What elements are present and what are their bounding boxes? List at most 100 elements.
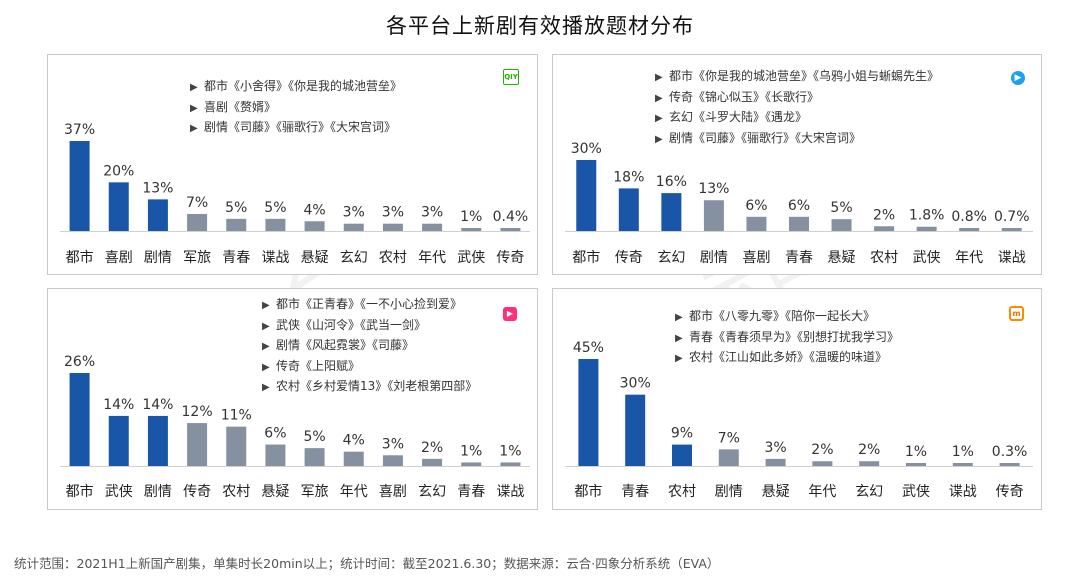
data-label: 18%: [613, 169, 644, 185]
triangle-bullet-icon: ▶: [655, 72, 663, 83]
category-label: 传奇: [996, 483, 1024, 500]
bar-武侠: [461, 228, 482, 231]
data-label: 0.7%: [994, 209, 1030, 225]
category-label: 都市: [574, 483, 602, 500]
data-label: 1%: [905, 444, 927, 460]
data-label: 4%: [303, 202, 325, 218]
data-label: 45%: [573, 340, 604, 356]
data-label: 14%: [142, 397, 173, 413]
youku-logo-icon: ▶: [503, 307, 517, 321]
bar-都市: [69, 373, 90, 466]
bar-年代: [959, 228, 980, 231]
panel-youku: 26% 都市 14% 武侠 14% 剧情 12% 传奇 11% 农村 6% 悬疑 5% 军旅 4% 年代 3% 喜…: [47, 288, 538, 510]
footer-note: 统计范围：2021H1上新国产剧集，单集时长20min以上；统计时间：截至202…: [14, 556, 720, 571]
chart-youku: 26% 都市 14% 武侠 14% 剧情 12% 传奇 11% 农村 6% 悬疑 5% 军旅 4% 年代 3% 喜…: [60, 354, 530, 500]
data-label: 6%: [264, 426, 286, 442]
data-label: 0.4%: [493, 209, 529, 225]
bar-悬疑: [765, 458, 786, 466]
panel-mango: 45% 都市 30% 青春 9% 农村 7% 剧情 3% 悬疑 2% 年代 2% 玄幻 1% 武侠 1% 谍战 0.…: [552, 288, 1042, 510]
panel-notes: ▶ 都市《八零九零》《陪你一起长大》 ▶ 青春《青春须早为》《别想打扰我学习》 ▶ 农…: [675, 307, 899, 369]
category-label: 谍战: [261, 250, 289, 266]
category-label: 都市: [66, 483, 94, 500]
bar-玄幻: [661, 193, 682, 231]
data-label: 3%: [382, 436, 404, 452]
note-line: ▶ 都市《小舍得》《你是我的城池营垒》: [190, 77, 402, 98]
chart-iqiyi: 37% 都市 20% 喜剧 13% 剧情 7% 军旅 5% 青春 5% 谍战 4% 悬疑 3% 玄幻 3% 农村 3…: [60, 122, 530, 266]
triangle-bullet-icon: ▶: [262, 300, 270, 311]
triangle-bullet-icon: ▶: [675, 312, 683, 323]
triangle-bullet-icon: ▶: [190, 123, 198, 134]
note-text: 玄幻《斗罗大陆》《遇龙》: [669, 110, 808, 124]
bar-剧情: [147, 199, 168, 231]
category-label: 农村: [668, 484, 696, 500]
note-line: ▶ 武侠《山河令》《武当一剑》: [262, 316, 477, 337]
triangle-bullet-icon: ▶: [190, 102, 198, 114]
bar-剧情: [147, 415, 168, 466]
category-label: 谍战: [496, 484, 524, 500]
category-label: 传奇: [496, 249, 524, 266]
data-label: 0.8%: [951, 209, 987, 225]
data-label: 30%: [571, 141, 602, 157]
bar-青春: [461, 462, 482, 466]
category-label: 喜剧: [105, 250, 133, 266]
category-label: 传奇: [183, 483, 211, 500]
bar-悬疑: [265, 444, 286, 466]
panel-notes: ▶ 都市《正青春》《一不小心捡到爱》 ▶ 武侠《山河令》《武当一剑》 ▶ 剧情《风起霓…: [262, 295, 477, 398]
category-label: 青春: [785, 250, 813, 266]
bar-传奇: [618, 188, 639, 231]
category-label: 武侠: [457, 250, 485, 266]
bar-谍战: [500, 462, 521, 466]
data-label: 3%: [343, 205, 365, 221]
note-line: ▶ 传奇《上阳赋》: [262, 357, 477, 378]
note-text: 剧情《司藤》《骊歌行》《大宋宫词》: [204, 120, 397, 134]
category-label: 农村: [870, 250, 898, 266]
data-label: 6%: [745, 198, 767, 214]
category-label: 玄幻: [340, 249, 368, 266]
category-label: 玄幻: [657, 249, 685, 266]
category-label: 剧情: [700, 250, 728, 266]
data-label: 6%: [788, 198, 810, 214]
category-label: 喜剧: [379, 484, 407, 500]
triangle-bullet-icon: ▶: [190, 82, 198, 93]
panel-notes: ▶ 都市《你是我的城池营垒》《乌鸦小姐与蜥蜴先生》 ▶ 传奇《锦心似玉》《长歌行》 …: [655, 67, 939, 149]
category-label: 武侠: [105, 484, 133, 500]
triangle-bullet-icon: ▶: [262, 382, 270, 393]
bar-喜剧: [746, 216, 767, 231]
data-label: 1%: [952, 444, 974, 460]
bar-剧情: [718, 449, 739, 466]
data-label: 14%: [103, 397, 134, 413]
page-title: 各平台上新剧有效播放题材分布: [386, 14, 694, 38]
category-label: 剧情: [144, 250, 172, 266]
data-label: 3%: [421, 205, 443, 221]
note-line: ▶ 玄幻《斗罗大陆》《遇龙》: [655, 108, 939, 129]
category-label: 喜剧: [742, 250, 770, 266]
note-line: ▶ 喜剧《赘婿》: [190, 98, 402, 119]
panel-tencent: 30% 都市 18% 传奇 16% 玄幻 13% 剧情 6% 喜剧 6% 青春 5% 悬疑 2% 农村 1.8%…: [552, 54, 1042, 275]
bar-年代: [343, 451, 364, 466]
triangle-bullet-icon: ▶: [262, 320, 270, 332]
category-label: 悬疑: [762, 484, 790, 500]
panel-notes: ▶ 都市《小舍得》《你是我的城池营垒》 ▶ 喜剧《赘婿》 ▶ 剧情《司藤》《骊歌行》《…: [190, 77, 402, 139]
note-text: 都市《小舍得》《你是我的城池营垒》: [204, 79, 403, 93]
note-text: 武侠《山河令》《武当一剑》: [276, 317, 427, 332]
bar-武侠: [108, 415, 129, 466]
data-label: 37%: [64, 122, 95, 138]
data-label: 9%: [671, 426, 693, 442]
data-label: 5%: [225, 200, 247, 216]
category-label: 军旅: [301, 484, 329, 500]
bar-玄幻: [422, 458, 443, 466]
tencent-video-logo-icon: ▶: [1011, 71, 1025, 85]
data-label: 3%: [382, 205, 404, 221]
category-label: 武侠: [902, 484, 930, 500]
note-text: 青春《青春须早为》《别想打扰我学习》: [689, 329, 900, 344]
note-line: ▶ 剧情《风起霓裳》《司藤》: [262, 336, 477, 357]
triangle-bullet-icon: ▶: [675, 353, 683, 364]
data-label: 7%: [186, 195, 208, 211]
data-label: 4%: [343, 433, 365, 449]
note-line: ▶ 剧情《司藤》《骊歌行》《大宋宫词》: [190, 118, 402, 139]
bar-剧情: [703, 200, 724, 231]
category-label: 玄幻: [418, 483, 446, 500]
data-label: 11%: [221, 408, 252, 424]
category-label: 农村: [379, 250, 407, 266]
note-text: 剧情《风起霓裳》《司藤》: [276, 338, 415, 352]
